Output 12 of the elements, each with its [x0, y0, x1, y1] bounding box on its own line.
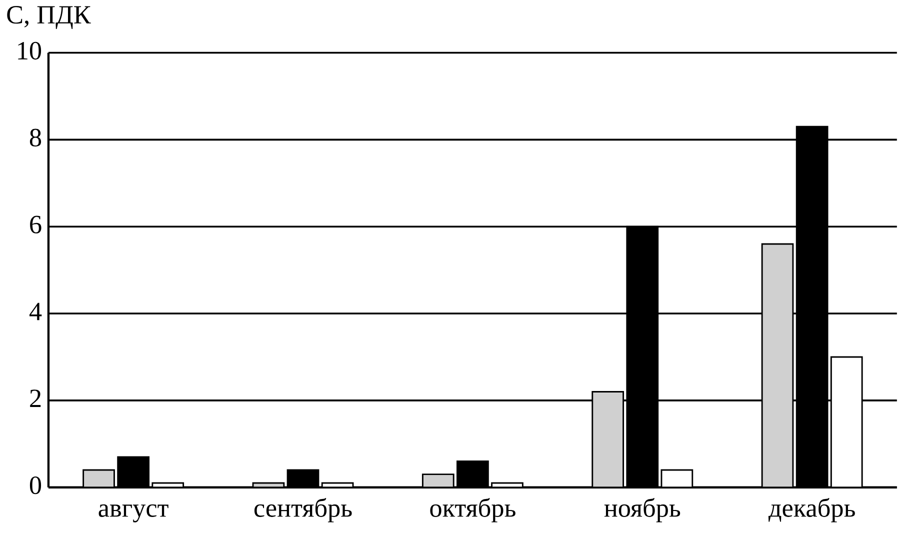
y-tick-label: 0 — [30, 476, 42, 494]
y-tick-label: 4 — [29, 303, 42, 320]
y-tick-label: 8 — [30, 129, 42, 147]
x-tick-label: декабрь — [768, 498, 855, 522]
x-tick-label: ноябрь — [604, 498, 680, 522]
y-tick-label: 10 — [18, 42, 42, 60]
x-tick-label: август — [98, 504, 168, 523]
x-tick-label: сентябрь — [254, 498, 352, 522]
y-tick-label: 2 — [30, 390, 41, 408]
y-axis-title: С, ПДК — [7, 6, 91, 30]
x-tick-label: октябрь — [430, 498, 516, 522]
y-tick-label: 6 — [30, 216, 42, 234]
